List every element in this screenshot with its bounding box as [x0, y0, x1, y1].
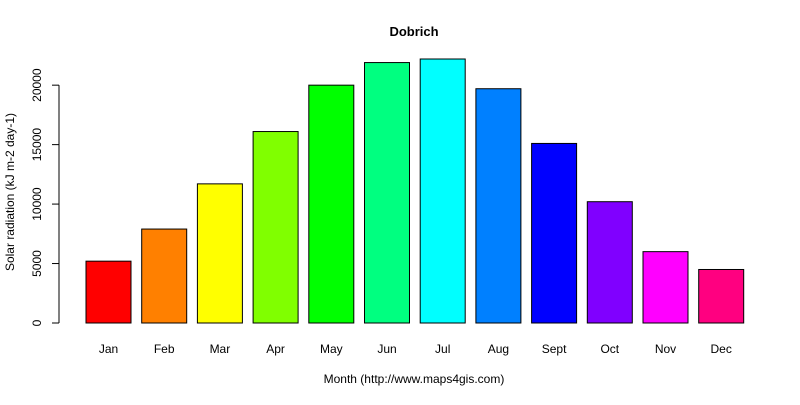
x-tick-label: Oct: [600, 342, 619, 356]
bar-aug: [475, 88, 522, 324]
bar-feb: [141, 228, 188, 324]
x-tick-label: Nov: [655, 342, 676, 356]
x-tick-label: Sept: [542, 342, 567, 356]
x-tick-label: Jul: [435, 342, 450, 356]
y-tick-label: 15000: [30, 128, 44, 162]
x-tick-label: Dec: [711, 342, 732, 356]
x-tick-label: Jun: [377, 342, 396, 356]
bar-jun: [364, 62, 410, 324]
y-tick-label: 20000: [30, 68, 44, 102]
y-tick-label: 5000: [30, 250, 44, 277]
x-axis-label: Month (http://www.maps4gis.com): [324, 372, 505, 386]
x-tick-label: Aug: [488, 342, 509, 356]
bar-jul: [419, 58, 466, 324]
bar-oct: [586, 201, 633, 324]
x-tick-label: Mar: [210, 342, 231, 356]
bar-dec: [698, 268, 745, 324]
x-tick-labels: Jan Feb Mar Apr May Jun Jul Aug Sept Oct Nov Dec: [99, 342, 732, 356]
y-axis-label: Solar radiation (kJ m-2 day-1): [3, 113, 17, 271]
chart-title: Dobrich: [389, 24, 438, 39]
bar-sept: [531, 142, 578, 324]
bar-mar: [196, 183, 243, 324]
x-tick-label: Feb: [154, 342, 175, 356]
y-tick-label: 10000: [30, 187, 44, 221]
bar-may: [308, 84, 355, 324]
bars-group: [85, 58, 745, 324]
x-tick-label: May: [320, 342, 343, 356]
x-tick-label: Apr: [266, 342, 285, 356]
y-tick-label: 0: [30, 319, 44, 326]
bar-apr: [252, 131, 299, 324]
y-axis: 0 5000 10000 15000 20000: [30, 68, 60, 326]
x-tick-label: Jan: [99, 342, 118, 356]
bar-nov: [642, 251, 689, 324]
bar-jan: [85, 260, 132, 324]
